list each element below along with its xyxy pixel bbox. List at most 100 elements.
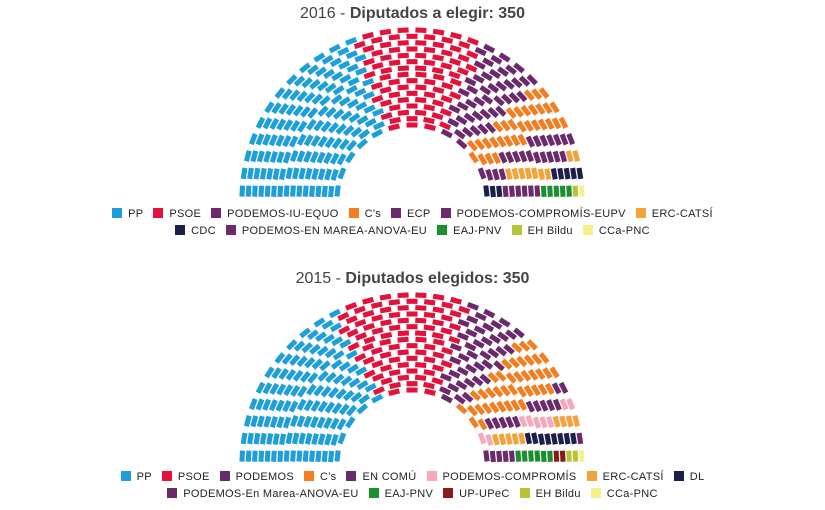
seat-psoe bbox=[415, 71, 427, 78]
legend-item-cca-pnc[interactable]: CCa-PNC bbox=[590, 486, 658, 503]
legend-item-c-s[interactable]: C's bbox=[348, 206, 381, 223]
seat-ecp bbox=[518, 150, 528, 163]
legend-item-erc-cats[interactable]: ERC-CATSÍ bbox=[635, 206, 713, 223]
seat-psoe bbox=[397, 97, 409, 104]
seat-pp bbox=[239, 185, 246, 197]
seat-podemos-comprom-s bbox=[566, 398, 576, 411]
legend-item-eaj-pnv[interactable]: EAJ-PNV bbox=[368, 486, 434, 503]
legend-swatch bbox=[175, 225, 186, 235]
legend-item-eh-bildu[interactable]: EH Bildu bbox=[519, 486, 581, 503]
legend-item-cdc[interactable]: CDC bbox=[175, 223, 216, 240]
seat-pp bbox=[330, 433, 339, 446]
chart-title-2015: 2015 - Diputados elegidos: 350 bbox=[295, 270, 530, 287]
seat-eh-bildu bbox=[572, 450, 579, 462]
seat-ecp bbox=[477, 167, 487, 180]
legend-item-up-upec[interactable]: UP-UPeC bbox=[443, 486, 509, 503]
seat-pp bbox=[346, 98, 359, 109]
seat-psoe bbox=[432, 351, 445, 359]
seat-pp bbox=[324, 347, 337, 359]
seat-podemos-iu-equo bbox=[493, 95, 505, 107]
seat-podemos-iu-equo bbox=[487, 82, 500, 94]
seat-c-s bbox=[477, 388, 489, 400]
legend-item-eh-bildu[interactable]: EH Bildu bbox=[511, 223, 573, 240]
seat-podemos-comprom-s bbox=[546, 415, 555, 428]
seat-podemos-comprom-s bbox=[559, 398, 569, 411]
seat-psoe bbox=[397, 292, 409, 299]
legend-item-podemos[interactable]: PODEMOS bbox=[219, 469, 294, 486]
seat-psoe bbox=[379, 28, 392, 36]
seat-pp bbox=[313, 119, 325, 132]
seat-podemos bbox=[453, 393, 466, 405]
seat-pp bbox=[301, 342, 313, 354]
legend-item-podemos-iu-equo[interactable]: PODEMOS-IU-EQUO bbox=[211, 206, 338, 223]
seat-psoe bbox=[432, 54, 444, 62]
seat-psoe bbox=[415, 40, 427, 46]
legend-item-podemos-en-marea-anova-eu[interactable]: PODEMOS-En Marea-ANOVA-EU bbox=[167, 486, 358, 503]
seat-en-com bbox=[498, 416, 508, 429]
seat-pp bbox=[324, 82, 337, 94]
seat-psoe bbox=[355, 332, 368, 341]
seat-cdc bbox=[570, 167, 577, 180]
seat-eaj-pnv bbox=[521, 450, 528, 462]
seat-eaj-pnv bbox=[547, 185, 553, 197]
seat-psoe bbox=[362, 322, 375, 331]
seat-psoe bbox=[432, 306, 445, 314]
chart-year: 2015 bbox=[295, 270, 332, 287]
legend-item-psoe[interactable]: PSOE bbox=[161, 469, 210, 486]
legend-item-erc-cats[interactable]: ERC-CATSÍ bbox=[586, 469, 664, 486]
seat-pp bbox=[323, 152, 333, 165]
seat-psoe bbox=[388, 356, 401, 364]
seat-c-s bbox=[455, 403, 468, 415]
seat-pp bbox=[332, 373, 345, 385]
seat-dl bbox=[563, 432, 571, 445]
seat-pp bbox=[256, 150, 265, 163]
seat-pp bbox=[355, 101, 368, 112]
legend-item-podemos-en-marea-anova-eu[interactable]: PODEMOS-EN MAREA-ANOVA-EU bbox=[225, 223, 428, 240]
legend-item-c-s[interactable]: C's bbox=[304, 469, 336, 486]
seat-podemos bbox=[457, 318, 470, 328]
legend-item-dl[interactable]: DL bbox=[673, 469, 705, 486]
seat-psoe bbox=[338, 325, 351, 335]
seat-pp bbox=[264, 101, 275, 114]
seat-psoe bbox=[363, 335, 376, 345]
seat-podemos bbox=[482, 322, 495, 333]
seat-psoe bbox=[449, 77, 462, 87]
legend-item-eaj-pnv[interactable]: EAJ-PNV bbox=[437, 223, 502, 240]
seat-cdc bbox=[576, 167, 584, 180]
legend-item-pp[interactable]: PP bbox=[120, 469, 152, 486]
seat-cdc bbox=[557, 167, 565, 180]
seat-pp bbox=[304, 92, 316, 104]
seat-pp bbox=[321, 319, 334, 330]
seat-pp bbox=[323, 417, 333, 430]
seat-pp bbox=[339, 73, 352, 84]
seat-psoe bbox=[406, 298, 418, 304]
seat-pp bbox=[330, 168, 339, 181]
seat-c-s bbox=[496, 135, 507, 148]
seat-pp bbox=[258, 450, 265, 462]
legend-label: PODEMOS-EN MAREA-ANOVA-EU bbox=[241, 225, 428, 237]
legend-item-en-com[interactable]: EN COMÚ bbox=[346, 469, 416, 486]
legend-item-psoe[interactable]: PSOE bbox=[153, 206, 201, 223]
legend-swatch bbox=[368, 488, 379, 498]
seat-c-s bbox=[527, 368, 539, 381]
seat-pp bbox=[268, 134, 278, 147]
seat-en-com bbox=[546, 399, 556, 412]
legend-item-podemos-comprom-s[interactable]: PODEMOS-COMPROMÍS bbox=[426, 469, 577, 486]
legend-item-podemos-comprom-s-eupv[interactable]: PODEMOS-COMPROMÍS-EUPV bbox=[440, 206, 626, 223]
seat-pp bbox=[342, 124, 355, 137]
seat-psoe bbox=[406, 78, 418, 84]
seat-psoe bbox=[465, 63, 478, 73]
seat-pp bbox=[327, 121, 340, 134]
legend-item-pp[interactable]: PP bbox=[112, 206, 143, 223]
seat-c-s bbox=[520, 369, 532, 382]
seat-erc-cats bbox=[531, 167, 539, 180]
seat-c-s bbox=[531, 353, 543, 365]
seat-psoe bbox=[415, 305, 427, 311]
legend-label: PP bbox=[136, 471, 152, 483]
seat-podemos-iu-equo bbox=[508, 92, 520, 104]
legend-item-ecp[interactable]: ECP bbox=[391, 206, 431, 223]
legend-row: PODEMOS-En Marea-ANOVA-EU EAJ-PNV UP-UPeC E… bbox=[0, 486, 825, 503]
legend-item-cca-pnc[interactable]: CCa-PNC bbox=[582, 223, 650, 240]
seat-psoe bbox=[414, 65, 427, 72]
seat-pp bbox=[338, 403, 350, 416]
